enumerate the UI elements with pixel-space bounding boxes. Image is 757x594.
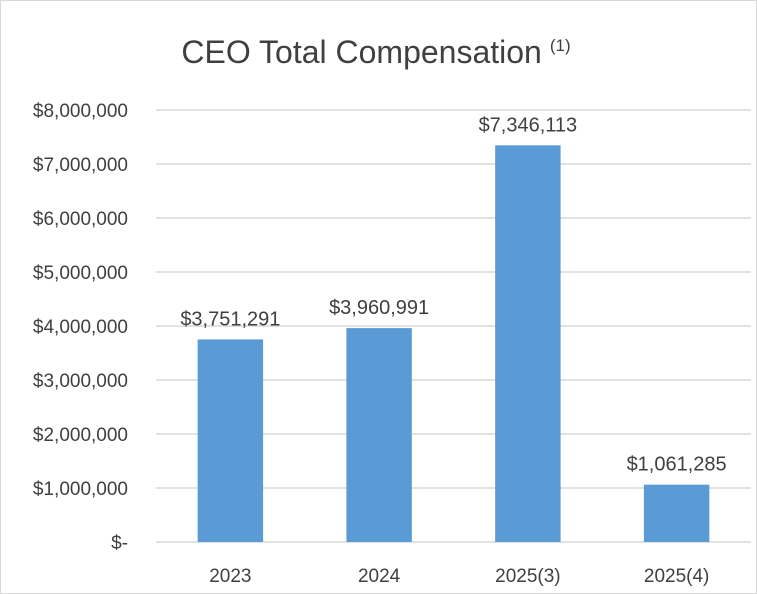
bar bbox=[197, 339, 264, 542]
chart-title-superscript: (1) bbox=[550, 36, 571, 55]
chart-title-main: CEO Total Compensation bbox=[181, 34, 541, 70]
y-tick-label: $2,000,000 bbox=[33, 425, 128, 446]
bars bbox=[197, 145, 710, 543]
data-label: $3,960,991 bbox=[329, 297, 429, 319]
y-axis-tick-labels: $- $1,000,000 $2,000,000 $3,000,000 $4,000,0… bbox=[33, 101, 128, 554]
y-tick-label: $8,000,000 bbox=[33, 101, 128, 122]
data-label: $3,751,291 bbox=[180, 308, 280, 330]
data-labels: $3,751,291 $3,960,991 $7,346,113 $1,061,285 bbox=[180, 114, 726, 475]
data-label: $7,346,113 bbox=[479, 114, 578, 136]
y-tick-label: $1,000,000 bbox=[33, 479, 128, 500]
x-tick-label: 2024 bbox=[358, 566, 401, 587]
x-tick-label: 2025(3) bbox=[495, 566, 561, 587]
y-tick-label: $4,000,000 bbox=[33, 317, 128, 338]
chart-title: CEO Total Compensation (1) bbox=[181, 34, 570, 70]
x-tick-label: 2023 bbox=[209, 566, 251, 587]
data-label: $1,061,285 bbox=[627, 454, 727, 476]
x-axis-tick-labels: 2023 2024 2025(3) 2025(4) bbox=[209, 566, 709, 587]
bar bbox=[495, 145, 561, 543]
y-tick-label: $7,000,000 bbox=[33, 155, 128, 176]
x-tick-label: 2025(4) bbox=[644, 566, 710, 587]
y-tick-label: $5,000,000 bbox=[33, 263, 128, 284]
bar bbox=[643, 484, 710, 542]
bar bbox=[346, 328, 412, 542]
y-tick-label: $3,000,000 bbox=[33, 371, 128, 392]
y-tick-label: $- bbox=[111, 533, 128, 554]
y-tick-label: $6,000,000 bbox=[33, 209, 128, 230]
